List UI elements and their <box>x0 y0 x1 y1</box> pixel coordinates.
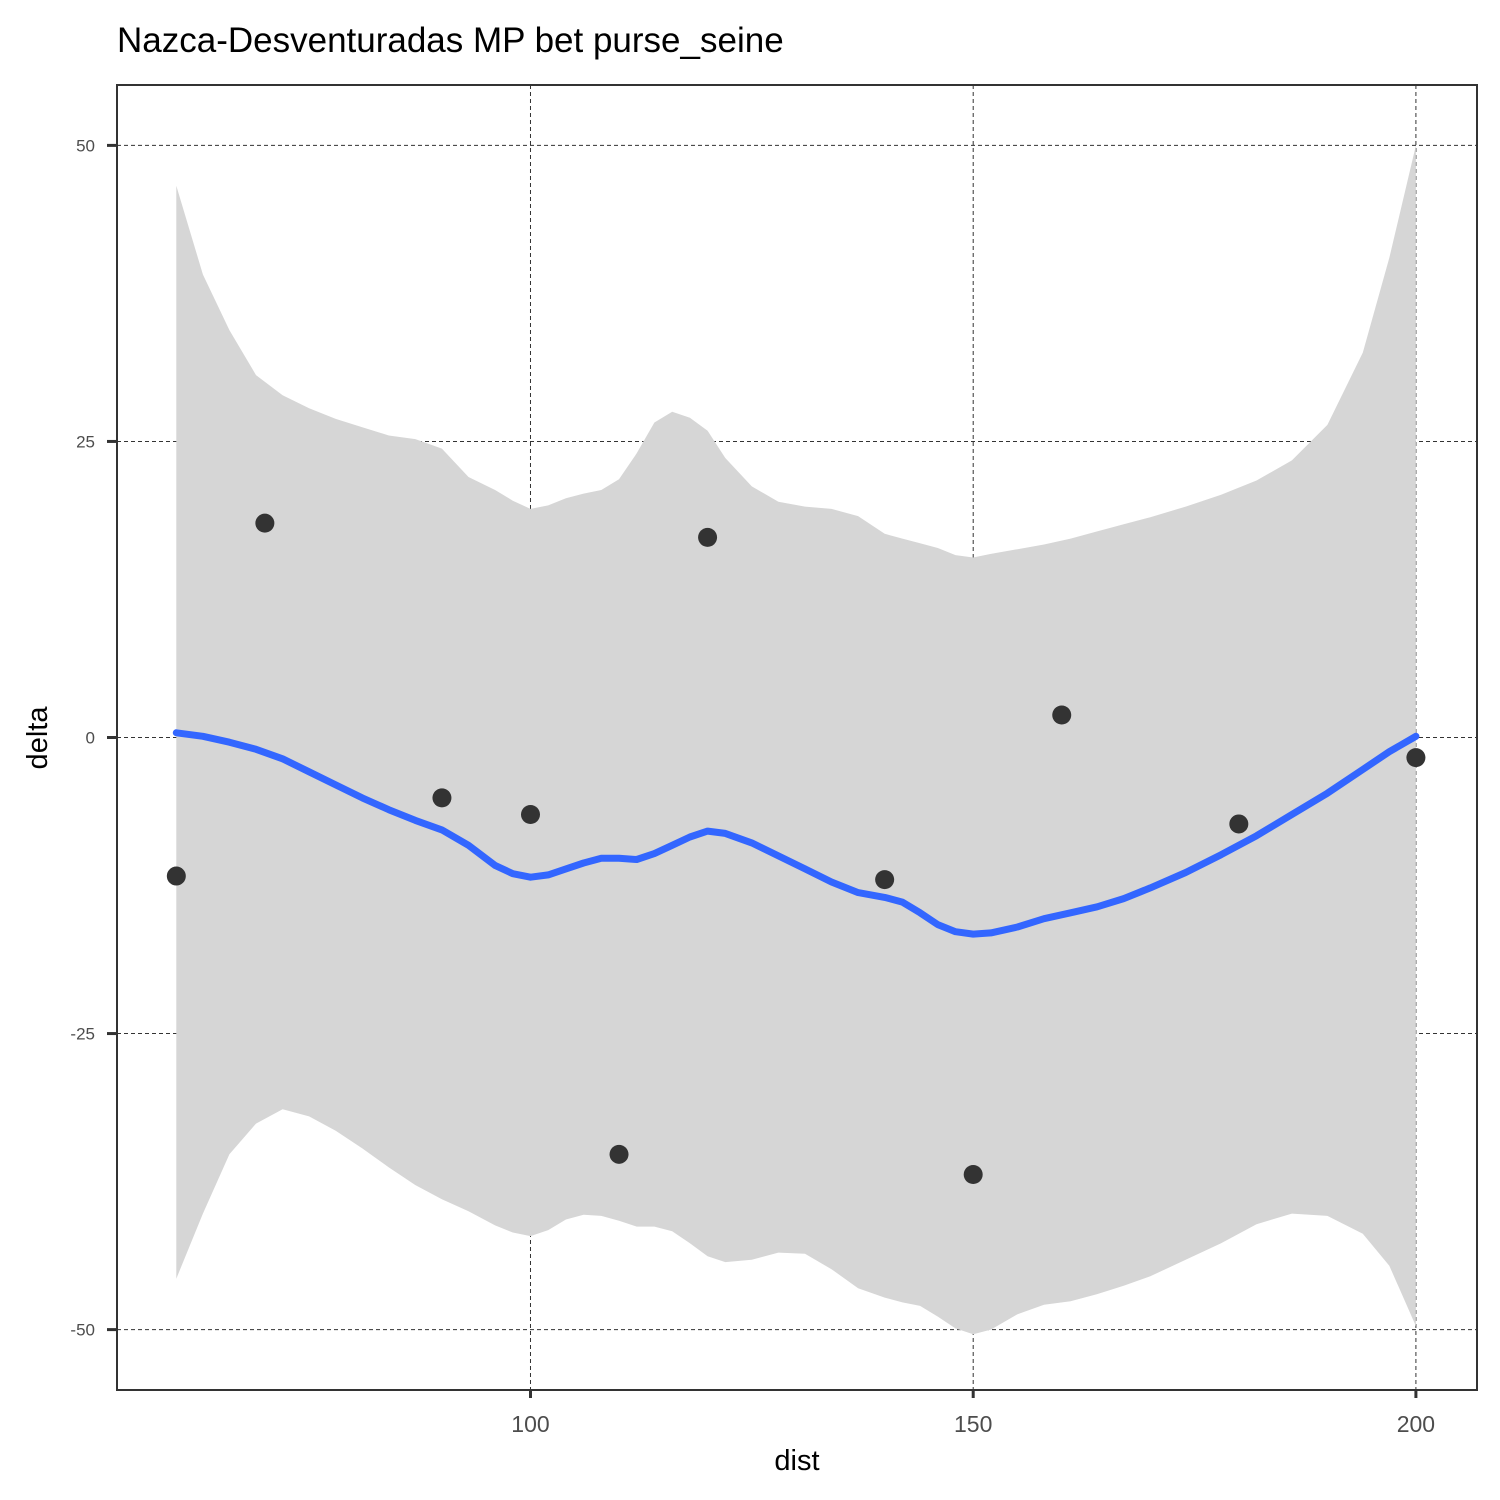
data-point <box>698 527 718 547</box>
chart-title: Nazca-Desventuradas MP bet purse_seine <box>117 21 784 60</box>
axis-ticks: 100 150 200 -50 -25 0 25 50 <box>70 136 1435 1437</box>
data-point <box>875 870 895 890</box>
y-tick-label: 0 <box>86 729 95 748</box>
data-point <box>520 804 540 824</box>
data-point <box>166 866 186 886</box>
data-point <box>963 1164 983 1184</box>
data-points <box>166 513 1426 1184</box>
data-point <box>609 1144 629 1164</box>
data-point <box>1052 705 1072 725</box>
y-tick-label: 50 <box>76 136 95 155</box>
data-point <box>1406 748 1426 768</box>
x-tick-label: 200 <box>1397 1411 1435 1437</box>
y-axis-title: delta <box>22 706 54 770</box>
data-point <box>1229 814 1249 834</box>
data-point <box>432 788 452 808</box>
x-tick-label: 100 <box>511 1411 549 1437</box>
y-tick-label: 25 <box>76 432 95 451</box>
smooth-trend-line <box>172 729 1420 938</box>
x-tick-label: 150 <box>954 1411 992 1437</box>
confidence-ribbon <box>176 145 1416 1335</box>
x-axis-title: dist <box>774 1445 819 1477</box>
y-tick-label: -50 <box>70 1321 95 1340</box>
y-tick-label: -25 <box>70 1025 95 1044</box>
data-point <box>255 513 275 533</box>
